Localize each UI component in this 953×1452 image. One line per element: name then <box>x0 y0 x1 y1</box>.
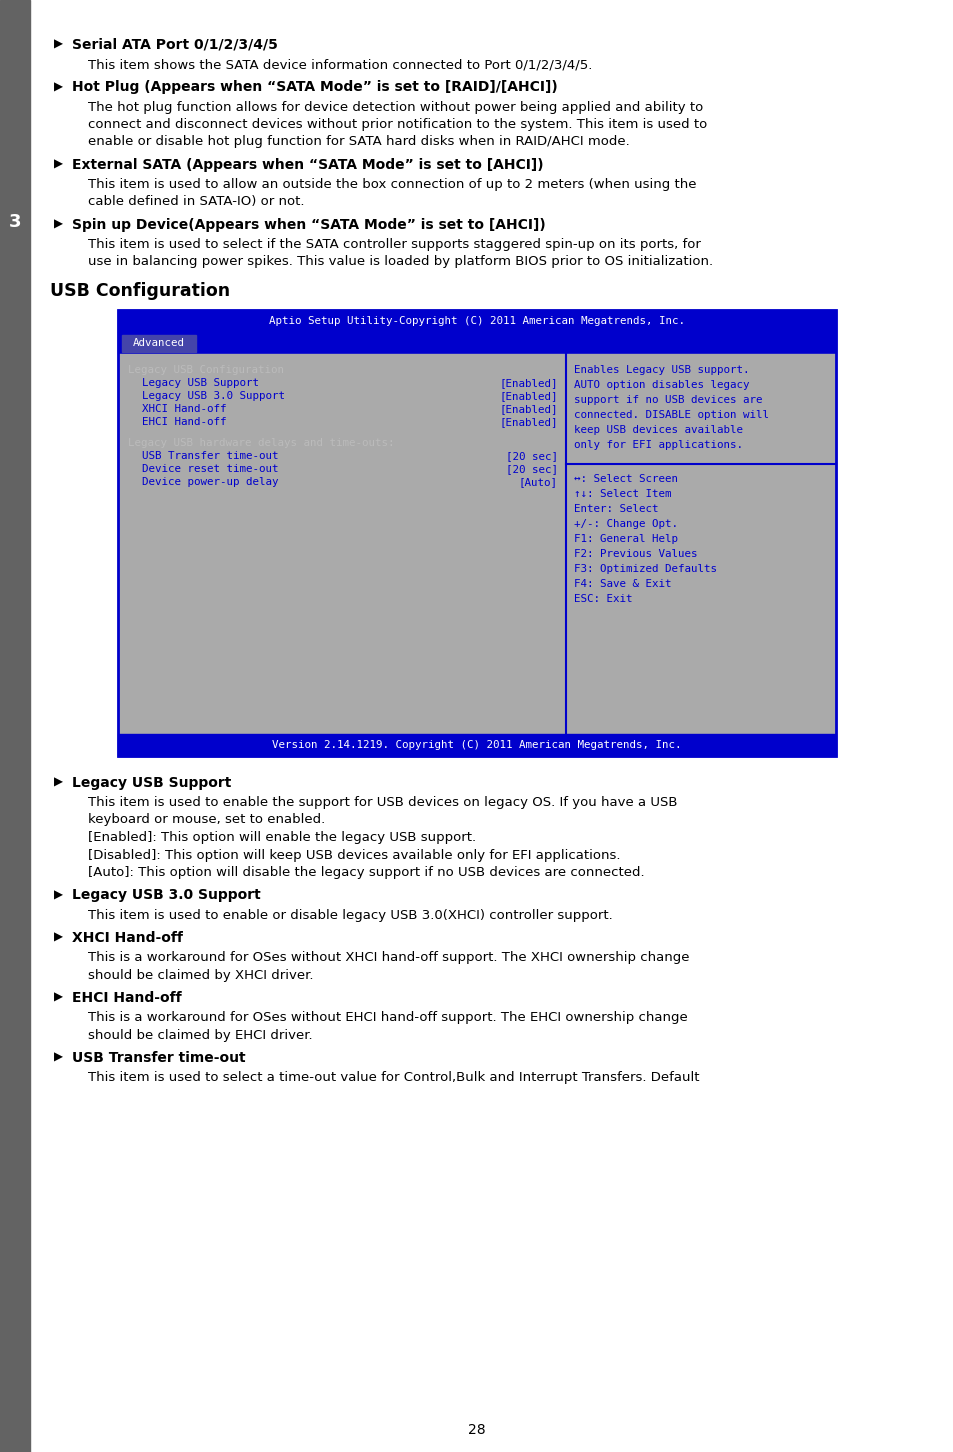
Text: ▶: ▶ <box>54 38 63 51</box>
Text: ↑↓: Select Item: ↑↓: Select Item <box>574 489 671 499</box>
Text: USB Transfer time-out: USB Transfer time-out <box>142 452 278 460</box>
Text: [Enabled]: [Enabled] <box>499 417 558 427</box>
Text: connected. DISABLE option will: connected. DISABLE option will <box>574 409 768 420</box>
Text: This is a workaround for OSes without EHCI hand-off support. The EHCI ownership : This is a workaround for OSes without EH… <box>88 1011 687 1024</box>
Text: [Enabled]: [Enabled] <box>499 404 558 414</box>
Bar <box>118 333 835 354</box>
Bar <box>118 354 835 735</box>
Bar <box>118 735 835 756</box>
Text: This item is used to enable the support for USB devices on legacy OS. If you hav: This item is used to enable the support … <box>88 796 677 809</box>
Text: Enables Legacy USB support.: Enables Legacy USB support. <box>574 364 749 375</box>
Bar <box>0 0 30 1452</box>
Text: F3: Optimized Defaults: F3: Optimized Defaults <box>574 563 717 574</box>
Text: [20 sec]: [20 sec] <box>505 465 558 473</box>
Text: ESC: Exit: ESC: Exit <box>574 594 632 604</box>
Text: support if no USB devices are: support if no USB devices are <box>574 395 761 405</box>
Text: This item is used to allow an outside the box connection of up to 2 meters (when: This item is used to allow an outside th… <box>88 179 696 192</box>
Text: connect and disconnect devices without prior notification to the system. This it: connect and disconnect devices without p… <box>88 118 706 131</box>
Text: [20 sec]: [20 sec] <box>505 452 558 460</box>
Text: Legacy USB 3.0 Support: Legacy USB 3.0 Support <box>71 889 260 903</box>
Text: [Enabled]: This option will enable the legacy USB support.: [Enabled]: This option will enable the l… <box>88 831 476 844</box>
Text: [Auto]: This option will disable the legacy support if no USB devices are connec: [Auto]: This option will disable the leg… <box>88 865 644 878</box>
Text: Hot Plug (Appears when “SATA Mode” is set to [RAID]/[AHCI]): Hot Plug (Appears when “SATA Mode” is se… <box>71 80 558 94</box>
Text: 28: 28 <box>468 1423 485 1437</box>
Text: EHCI Hand-off: EHCI Hand-off <box>71 992 181 1005</box>
Text: keep USB devices available: keep USB devices available <box>574 425 742 436</box>
Text: Legacy USB Configuration: Legacy USB Configuration <box>128 364 284 375</box>
Text: ▶: ▶ <box>54 889 63 902</box>
Text: only for EFI applications.: only for EFI applications. <box>574 440 742 450</box>
Text: +/-: Change Opt.: +/-: Change Opt. <box>574 518 678 529</box>
Text: This item is used to enable or disable legacy USB 3.0(XHCI) controller support.: This item is used to enable or disable l… <box>88 909 612 922</box>
Text: [Enabled]: [Enabled] <box>499 378 558 388</box>
Text: External SATA (Appears when “SATA Mode” is set to [AHCI]): External SATA (Appears when “SATA Mode” … <box>71 158 543 171</box>
Text: cable defined in SATA-IO) or not.: cable defined in SATA-IO) or not. <box>88 196 304 209</box>
Text: This is a workaround for OSes without XHCI hand-off support. The XHCI ownership : This is a workaround for OSes without XH… <box>88 951 689 964</box>
Text: EHCI Hand-off: EHCI Hand-off <box>142 417 226 427</box>
Text: AUTO option disables legacy: AUTO option disables legacy <box>574 380 749 391</box>
Text: This item is used to select a time-out value for Control,Bulk and Interrupt Tran: This item is used to select a time-out v… <box>88 1072 699 1085</box>
Text: Legacy USB hardware delays and time-outs:: Legacy USB hardware delays and time-outs… <box>128 439 395 449</box>
Text: ▶: ▶ <box>54 1051 63 1064</box>
Text: should be claimed by XHCI driver.: should be claimed by XHCI driver. <box>88 968 314 982</box>
Text: USB Configuration: USB Configuration <box>50 282 230 301</box>
Text: Enter: Select: Enter: Select <box>574 504 658 514</box>
Text: [Enabled]: [Enabled] <box>499 391 558 401</box>
Text: Legacy USB Support: Legacy USB Support <box>71 775 232 790</box>
Text: F1: General Help: F1: General Help <box>574 534 678 544</box>
Text: F4: Save & Exit: F4: Save & Exit <box>574 579 671 590</box>
Text: enable or disable hot plug function for SATA hard disks when in RAID/AHCI mode.: enable or disable hot plug function for … <box>88 135 629 148</box>
Text: ▶: ▶ <box>54 80 63 93</box>
Text: 3: 3 <box>9 213 21 231</box>
Text: ▶: ▶ <box>54 992 63 1003</box>
Bar <box>122 335 195 351</box>
Bar <box>118 309 835 756</box>
Text: USB Transfer time-out: USB Transfer time-out <box>71 1051 245 1064</box>
Text: use in balancing power spikes. This value is loaded by platform BIOS prior to OS: use in balancing power spikes. This valu… <box>88 256 713 269</box>
Text: XHCI Hand-off: XHCI Hand-off <box>142 404 226 414</box>
Text: Device reset time-out: Device reset time-out <box>142 465 278 473</box>
Text: Legacy USB 3.0 Support: Legacy USB 3.0 Support <box>142 391 285 401</box>
Text: keyboard or mouse, set to enabled.: keyboard or mouse, set to enabled. <box>88 813 325 826</box>
Text: Spin up Device(Appears when “SATA Mode” is set to [AHCI]): Spin up Device(Appears when “SATA Mode” … <box>71 218 545 232</box>
Text: ▶: ▶ <box>54 218 63 231</box>
Text: ↔: Select Screen: ↔: Select Screen <box>574 473 678 484</box>
Text: ▶: ▶ <box>54 931 63 944</box>
Text: ▶: ▶ <box>54 775 63 788</box>
Text: F2: Previous Values: F2: Previous Values <box>574 549 697 559</box>
Bar <box>118 309 835 333</box>
Text: ▶: ▶ <box>54 158 63 171</box>
Text: Serial ATA Port 0/1/2/3/4/5: Serial ATA Port 0/1/2/3/4/5 <box>71 38 277 52</box>
Text: Aptio Setup Utility-Copyright (C) 2011 American Megatrends, Inc.: Aptio Setup Utility-Copyright (C) 2011 A… <box>269 317 684 327</box>
Text: Version 2.14.1219. Copyright (C) 2011 American Megatrends, Inc.: Version 2.14.1219. Copyright (C) 2011 Am… <box>272 741 681 751</box>
Text: This item is used to select if the SATA controller supports staggered spin-up on: This item is used to select if the SATA … <box>88 238 700 251</box>
Text: Advanced: Advanced <box>132 338 185 348</box>
Text: This item shows the SATA device information connected to Port 0/1/2/3/4/5.: This item shows the SATA device informat… <box>88 58 592 71</box>
Text: [Disabled]: This option will keep USB devices available only for EFI application: [Disabled]: This option will keep USB de… <box>88 848 619 861</box>
Text: The hot plug function allows for device detection without power being applied an: The hot plug function allows for device … <box>88 100 702 113</box>
Text: XHCI Hand-off: XHCI Hand-off <box>71 931 183 945</box>
Text: Legacy USB Support: Legacy USB Support <box>142 378 258 388</box>
Text: should be claimed by EHCI driver.: should be claimed by EHCI driver. <box>88 1028 313 1041</box>
Text: [Auto]: [Auto] <box>518 478 558 486</box>
Text: Device power-up delay: Device power-up delay <box>142 478 278 486</box>
